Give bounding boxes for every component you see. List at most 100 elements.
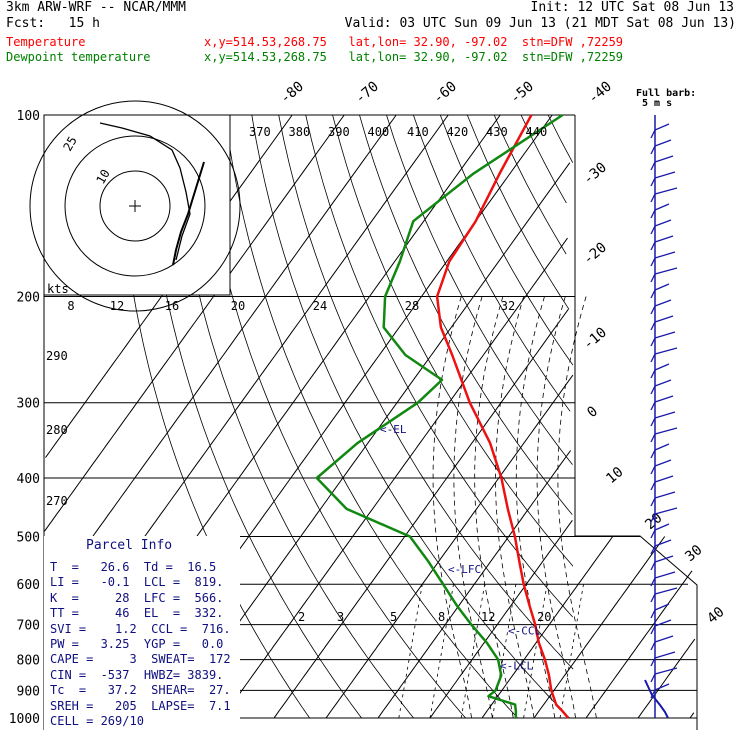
wind-barb <box>654 139 672 147</box>
isotherm-line <box>689 712 695 719</box>
wind-barb <box>654 523 670 531</box>
speed-axis-tick: 28 <box>405 299 419 313</box>
theta-label: 280 <box>46 423 68 437</box>
diagram-boundary <box>574 115 698 730</box>
dry-adiabat <box>386 114 573 465</box>
dry-adiabat <box>413 114 571 412</box>
wind-barb <box>654 443 670 451</box>
dry-adiabat <box>332 114 574 567</box>
parcel-info-row: T = 26.6 Td = 16.5 <box>50 560 217 574</box>
dry-adiabat <box>359 114 573 515</box>
right-temperature-label: 20 <box>642 510 665 533</box>
wind-barb <box>654 395 674 403</box>
parcel-info-panel: Parcel Info T = 26.6 Td = 16.5 LI = -0.1 … <box>44 536 240 732</box>
wind-barb <box>650 481 656 491</box>
wind-barb <box>650 273 656 283</box>
top-temperature-label: -80 <box>277 79 307 108</box>
dry-adiabat <box>224 114 518 719</box>
wind-barb <box>654 363 670 371</box>
wind-barb <box>650 289 656 299</box>
mixing-ratio-line <box>492 584 517 719</box>
wind-barb <box>654 379 672 387</box>
isotherm-line <box>377 450 572 719</box>
dry-adiabat <box>466 114 570 310</box>
wind-barb <box>654 187 678 195</box>
parcel-info-row: CAPE = 3 SWEAT= 172 <box>50 652 231 667</box>
wind-barb <box>650 241 656 251</box>
wind-barb <box>654 459 672 467</box>
wind-barb <box>650 353 656 363</box>
isotherm-line <box>585 570 693 719</box>
wind-barb <box>654 667 678 675</box>
wind-barb <box>650 209 656 219</box>
mixing-ratio-label: 8 <box>438 610 445 624</box>
wind-barb <box>654 155 674 163</box>
hodograph-ring <box>29 100 241 312</box>
mixing-ratio-label: 3 <box>337 610 344 624</box>
parcel-info-row: CELL = 269/10 <box>50 714 144 729</box>
wind-barb <box>650 177 656 187</box>
speed-axis-tick: 24 <box>313 299 327 313</box>
wind-barb <box>650 641 656 651</box>
wind-barb <box>650 193 656 203</box>
top-temperature-label: -70 <box>352 79 382 108</box>
wind-barb <box>650 625 656 635</box>
wind-barb <box>650 129 656 139</box>
pressure-tick-label: 500 <box>17 530 40 545</box>
pressure-tick-label: 300 <box>17 397 40 412</box>
wind-barb <box>650 689 656 699</box>
wind-barb <box>654 507 678 515</box>
dry-adiabat <box>439 114 574 366</box>
legend-dewpoint-info: x,y=514.53,268.75 lat,lon= 32.90, -97.02… <box>204 50 624 64</box>
mixing-ratio-line <box>523 584 548 719</box>
wind-barb <box>654 491 676 499</box>
wind-barb <box>650 497 656 507</box>
pressure-tick-label: 400 <box>17 472 40 487</box>
wind-barb <box>650 529 656 539</box>
wind-barb <box>650 545 656 555</box>
hodograph-frame <box>43 114 231 296</box>
dry-adiabat <box>251 114 570 719</box>
hodograph-trace-lower <box>172 161 205 266</box>
legend-dewpoint-label: Dewpoint temperature <box>6 50 151 64</box>
wind-barb <box>654 651 676 659</box>
wind-barb <box>654 315 674 323</box>
parcel-info-row: CIN = -537 HWBZ= 3839. <box>50 667 224 682</box>
pressure-tick-label: 600 <box>17 578 40 593</box>
isotherm-line <box>637 638 696 719</box>
hodograph-ring <box>99 170 171 242</box>
right-temperature-label: 30 <box>682 542 705 565</box>
theta-label: 430 <box>486 125 508 139</box>
pressure-tick-label: 700 <box>17 619 40 634</box>
hodograph-ring <box>64 135 206 277</box>
theta-label: 370 <box>249 125 271 139</box>
wind-barb <box>654 475 674 483</box>
level-marker-ccl: <-CCL <box>508 625 541 638</box>
wind-barb <box>654 267 678 275</box>
wind-barb <box>654 539 672 547</box>
moist-adiabat <box>536 296 576 719</box>
mixing-ratio-label: 2 <box>298 610 305 624</box>
level-marker-lcl: <-LCL <box>500 660 533 673</box>
wind-barb <box>654 171 676 179</box>
wind-barb <box>650 257 656 267</box>
wind-barb <box>654 251 676 259</box>
right-temperature-label: 0 <box>584 403 601 421</box>
wind-barb <box>650 161 656 171</box>
wind-barb <box>654 331 676 339</box>
theta-label: 290 <box>46 349 68 363</box>
dry-adiabat <box>170 114 414 719</box>
wind-barb <box>650 465 656 475</box>
right-temperature-label: -30 <box>580 160 610 189</box>
moist-adiabat <box>495 296 535 719</box>
speed-axis-label: kts <box>47 282 69 296</box>
wind-barb <box>650 305 656 315</box>
isotherm-line <box>481 536 614 719</box>
parcel-info-rows: T = 26.6 Td = 16.5 LI = -0.1 LCL = 819. K … <box>50 560 231 729</box>
wind-barb <box>650 225 656 235</box>
hodograph-ring-label: 25 <box>60 134 79 154</box>
wind-barb <box>650 145 656 155</box>
mixing-ratio-label: 20 <box>537 610 551 624</box>
wind-barb <box>650 449 656 459</box>
